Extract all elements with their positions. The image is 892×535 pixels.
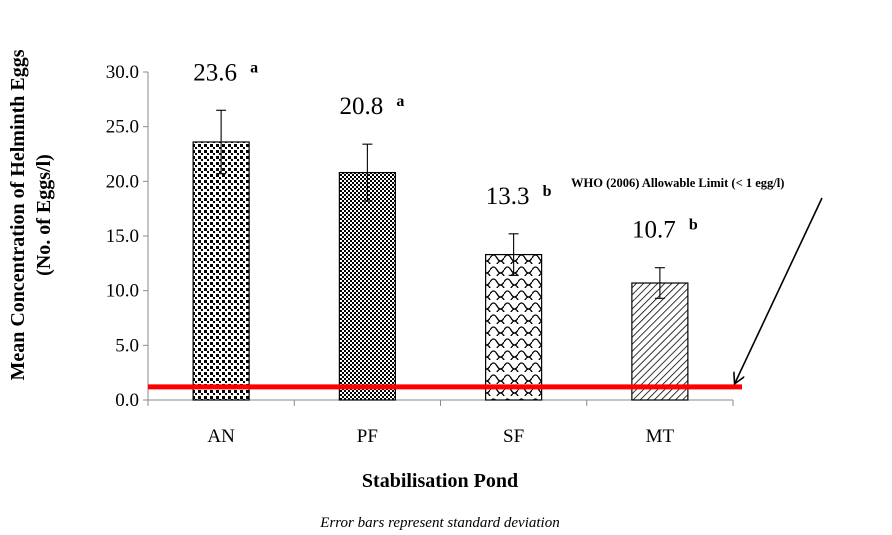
- bars: [192, 141, 689, 401]
- annotation-arrow: [735, 197, 823, 383]
- bar: [631, 282, 689, 401]
- y-axis: 0.0 5.0 10.0 15.0 20.0 25.0 30.0: [106, 62, 149, 411]
- significance-letter: b: [543, 183, 552, 200]
- y-tick-label: 15.0: [106, 226, 139, 247]
- bar: [485, 253, 543, 401]
- y-tick-label: 5.0: [115, 335, 139, 356]
- y-tick-label: 25.0: [106, 117, 139, 138]
- value-label: 20.8: [340, 93, 384, 120]
- y-axis-title-line2: (No. of Eggs/l): [33, 154, 55, 276]
- y-tick-label: 30.0: [106, 62, 139, 83]
- significance-letter: a: [396, 93, 404, 110]
- y-tick-label: 20.0: [106, 171, 139, 192]
- value-label: 10.7: [632, 217, 676, 244]
- x-axis-title: Stabilisation Pond: [362, 470, 518, 492]
- x-tick-label: SF: [503, 426, 524, 447]
- reference-line-group: WHO (2006) Allowable Limit (< 1 egg/l): [148, 176, 823, 390]
- bar: [192, 141, 250, 401]
- value-label: 13.3: [486, 183, 530, 210]
- y-tick-label: 10.0: [106, 281, 139, 302]
- error-bars: [216, 109, 665, 299]
- who-limit-label: WHO (2006) Allowable Limit (< 1 egg/l): [571, 176, 784, 190]
- significance-letter: a: [250, 59, 258, 76]
- footnote: Error bars represent standard deviation: [319, 515, 559, 531]
- x-tick-label: MT: [646, 426, 675, 447]
- value-label: 23.6: [193, 59, 237, 86]
- x-tick-label: AN: [207, 426, 235, 447]
- y-tick-label: 0.0: [115, 390, 139, 411]
- x-tick-label: PF: [357, 426, 378, 447]
- significance-letter: b: [689, 217, 698, 234]
- y-axis-title-line1: Mean Concentration of Helminth Eggs: [7, 49, 29, 380]
- x-axis: AN PF SF MT: [147, 399, 734, 447]
- bar: [338, 171, 396, 401]
- value-labels: 23.6 a 20.8 a 13.3 b 10.7 b: [193, 59, 698, 243]
